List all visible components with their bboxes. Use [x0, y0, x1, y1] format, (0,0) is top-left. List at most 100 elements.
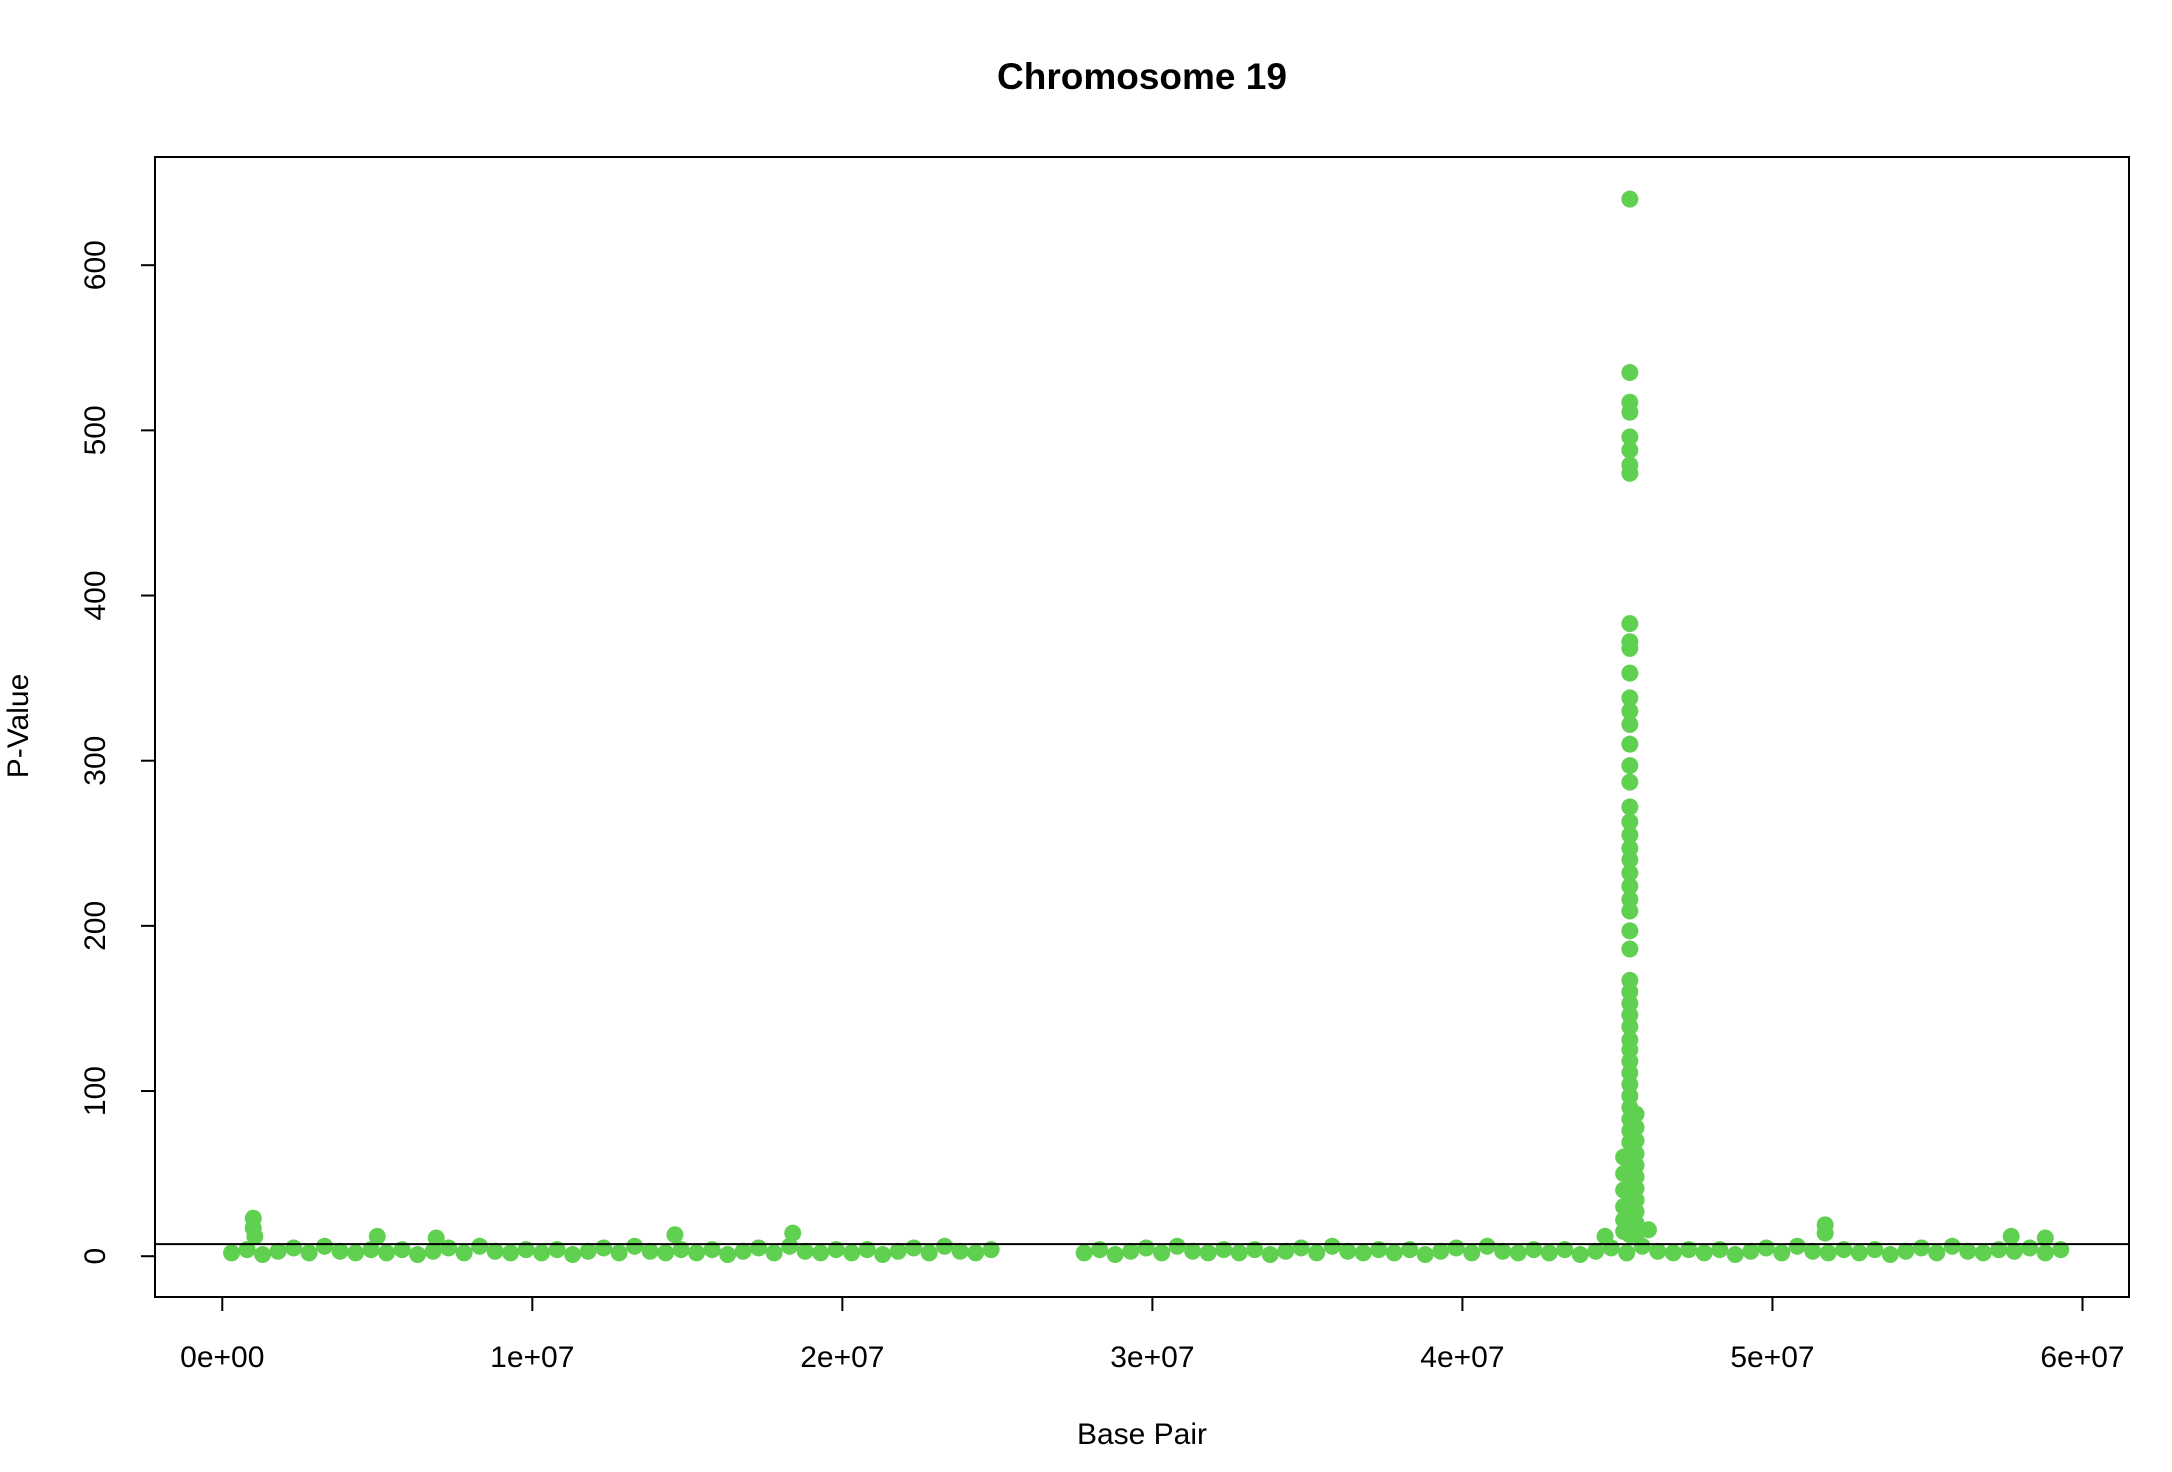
point	[1757, 1239, 1775, 1257]
point	[1106, 1246, 1124, 1264]
point	[1627, 1105, 1645, 1123]
point	[1897, 1242, 1915, 1260]
point	[1621, 735, 1639, 753]
point	[1621, 813, 1639, 831]
point	[1370, 1241, 1388, 1259]
point	[1339, 1242, 1357, 1260]
point	[378, 1244, 396, 1262]
plot-frame	[154, 156, 2130, 1298]
y-tick-label: 100	[79, 1066, 112, 1116]
point	[641, 1242, 659, 1260]
x-tick-label: 6e+07	[2040, 1341, 2124, 1374]
point	[595, 1239, 613, 1257]
point	[409, 1246, 427, 1264]
point	[750, 1239, 768, 1257]
point	[1137, 1239, 1155, 1257]
point	[982, 1241, 1000, 1259]
point	[1184, 1242, 1202, 1260]
y-tick-label: 500	[79, 405, 112, 455]
point	[688, 1244, 706, 1262]
point	[1912, 1239, 1930, 1257]
point	[719, 1246, 737, 1264]
point	[1168, 1237, 1186, 1255]
point	[1385, 1244, 1403, 1262]
point	[1711, 1241, 1729, 1259]
point	[889, 1242, 907, 1260]
point	[1618, 1244, 1636, 1262]
point	[1835, 1241, 1853, 1259]
point	[1621, 922, 1639, 940]
point	[1621, 428, 1639, 446]
point	[269, 1242, 287, 1260]
x-tick-label: 3e+07	[1110, 1341, 1194, 1374]
point	[1621, 639, 1639, 657]
point	[796, 1242, 814, 1260]
point	[827, 1241, 845, 1259]
point	[765, 1244, 783, 1262]
point	[1556, 1241, 1574, 1259]
point	[1621, 441, 1639, 459]
point	[2036, 1244, 2054, 1262]
point	[1587, 1242, 1605, 1260]
point	[1122, 1242, 1140, 1260]
point	[874, 1246, 892, 1264]
point	[1199, 1244, 1217, 1262]
point	[1509, 1244, 1527, 1262]
point	[1615, 1198, 1633, 1216]
point	[672, 1241, 690, 1259]
point	[316, 1237, 334, 1255]
point	[331, 1242, 349, 1260]
point	[393, 1241, 411, 1259]
point	[1928, 1244, 1946, 1262]
point	[471, 1237, 489, 1255]
point	[424, 1242, 442, 1260]
point	[1246, 1241, 1264, 1259]
point	[1621, 615, 1639, 633]
point	[285, 1239, 303, 1257]
x-tick-label: 5e+07	[1730, 1341, 1814, 1374]
x-tick-label: 1e+07	[490, 1341, 574, 1374]
point	[1819, 1244, 1837, 1262]
point	[1215, 1241, 1233, 1259]
point	[1277, 1242, 1295, 1260]
point	[1649, 1242, 1667, 1260]
point	[238, 1241, 256, 1259]
point	[1804, 1242, 1822, 1260]
point	[1621, 773, 1639, 791]
point	[1788, 1237, 1806, 1255]
point	[1866, 1241, 1884, 1259]
point	[1621, 403, 1639, 421]
point	[1726, 1246, 1744, 1264]
point	[1621, 190, 1639, 208]
point	[1621, 798, 1639, 816]
point	[2002, 1227, 2020, 1245]
point	[1571, 1246, 1589, 1264]
point	[2005, 1242, 2023, 1260]
point	[502, 1244, 520, 1262]
point	[1075, 1244, 1093, 1262]
point	[1478, 1237, 1496, 1255]
point	[1959, 1242, 1977, 1260]
point	[1323, 1237, 1341, 1255]
point	[734, 1242, 752, 1260]
point	[1621, 757, 1639, 775]
point	[1621, 664, 1639, 682]
point	[1494, 1242, 1512, 1260]
point	[1615, 1181, 1633, 1199]
point	[1850, 1244, 1868, 1262]
point	[223, 1244, 241, 1262]
point	[1416, 1246, 1434, 1264]
point	[1540, 1244, 1558, 1262]
point	[564, 1246, 582, 1264]
point	[486, 1242, 504, 1260]
point	[1621, 940, 1639, 958]
point	[368, 1227, 386, 1245]
point	[2052, 1241, 2070, 1259]
point	[1432, 1242, 1450, 1260]
point	[1621, 877, 1639, 895]
point	[1990, 1241, 2008, 1259]
point	[347, 1244, 365, 1262]
point	[1596, 1227, 1614, 1245]
